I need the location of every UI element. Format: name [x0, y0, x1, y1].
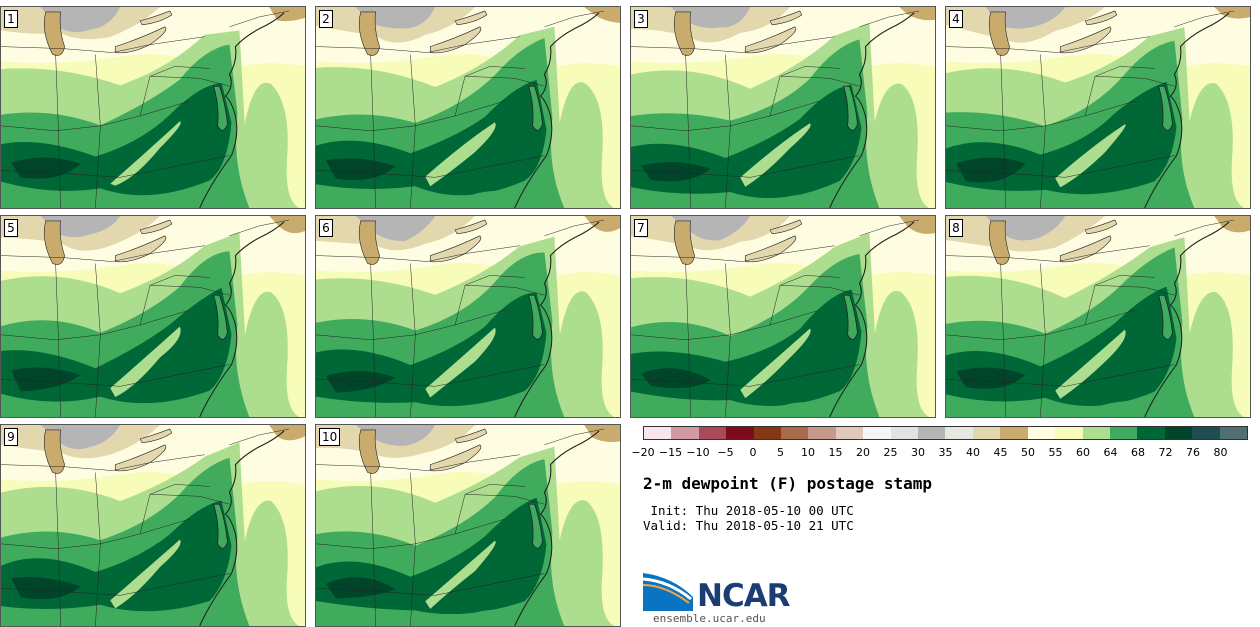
colorbar-tick-label: 50: [1021, 446, 1035, 459]
colorbar-tick-label: 40: [966, 446, 980, 459]
colorbar-swatch: [1055, 427, 1083, 439]
colorbar-tick-label: 10: [801, 446, 815, 459]
member-number: 2: [319, 10, 333, 28]
colorbar-tick-label: 45: [993, 446, 1008, 459]
logo-url: ensemble.ucar.edu: [653, 612, 766, 625]
colorbar-tick-label: 15: [828, 446, 843, 459]
member-number: 8: [949, 219, 963, 237]
colorbar-swatch: [1137, 427, 1165, 439]
colorbar-tick-label: 64: [1103, 446, 1118, 459]
map-panel: 9: [0, 424, 306, 627]
colorbar-swatch: [644, 427, 672, 439]
colorbar-tick-label: −20: [631, 446, 655, 459]
colorbar-swatch: [890, 427, 919, 439]
map-panel: 5: [0, 215, 306, 418]
colorbar-swatch: [781, 427, 809, 439]
ncar-logo-icon: [643, 573, 693, 611]
ncar-logo-text: NCAR: [697, 578, 791, 614]
colorbar-tick-label: −10: [686, 446, 710, 459]
colorbar-swatch: [1109, 427, 1138, 439]
member-number: 7: [634, 219, 648, 237]
map-panel: 1: [0, 6, 306, 209]
colorbar-tick-label: 72: [1158, 446, 1173, 459]
member-number: 3: [634, 10, 648, 28]
colorbar: [643, 426, 1248, 440]
colorbar-swatch: [808, 427, 836, 439]
map-panel: 10: [315, 424, 621, 627]
colorbar-swatch: [1027, 427, 1056, 439]
colorbar-tick-label: 55: [1048, 446, 1063, 459]
colorbar-tick-label: 60: [1076, 446, 1090, 459]
colorbar-swatch: [1219, 427, 1247, 439]
colorbar-tick-label: 30: [911, 446, 925, 459]
colorbar-swatch: [863, 427, 891, 439]
colorbar-tick-label: 35: [938, 446, 953, 459]
colorbar-swatch: [835, 427, 864, 439]
colorbar-tick-label: −15: [658, 446, 683, 459]
colorbar-swatch: [726, 427, 754, 439]
colorbar-swatch: [698, 427, 727, 439]
member-number: 5: [4, 219, 18, 237]
colorbar-ticks: −20 −15 −10 −5 0 5 10 15 20 25 30 35 40 45 50 55 60 64 68 7…: [631, 446, 1248, 460]
member-number: 4: [949, 10, 963, 28]
colorbar-tick-label: 5: [777, 446, 784, 459]
map-panel: 2: [315, 6, 621, 209]
member-number: 1: [4, 10, 18, 28]
colorbar-tick-label: 20: [856, 446, 870, 459]
colorbar-tick-label: 76: [1186, 446, 1200, 459]
member-number: 6: [319, 219, 333, 237]
map-panel: 3: [630, 6, 936, 209]
colorbar-swatch: [918, 427, 946, 439]
map-panel: 8: [945, 215, 1251, 418]
colorbar-swatch: [972, 427, 1001, 439]
map-panel: 6: [315, 215, 621, 418]
member-number: 10: [319, 428, 341, 446]
colorbar-swatch: [945, 427, 973, 439]
colorbar-swatch: [1000, 427, 1028, 439]
colorbar-swatch: [671, 427, 699, 439]
colorbar-tick-label: 0: [749, 446, 757, 459]
member-number: 9: [4, 428, 18, 446]
colorbar-tick-label: −5: [717, 446, 734, 459]
colorbar-tick-label: 80: [1213, 446, 1228, 459]
colorbar-swatch: [753, 427, 782, 439]
chart-title: 2-m dewpoint (F) postage stamp: [643, 474, 932, 493]
valid-time: Valid: Thu 2018-05-10 21 UTC: [643, 518, 854, 533]
colorbar-swatch: [1164, 427, 1193, 439]
colorbar-swatch: [1192, 427, 1220, 439]
map-panel: 4: [945, 6, 1251, 209]
colorbar-swatch: [1082, 427, 1110, 439]
colorbar-tick-label: 68: [1131, 446, 1145, 459]
colorbar-tick-label: 25: [883, 446, 898, 459]
map-panel: 7: [630, 215, 936, 418]
init-time: Init: Thu 2018-05-10 00 UTC: [650, 503, 854, 518]
